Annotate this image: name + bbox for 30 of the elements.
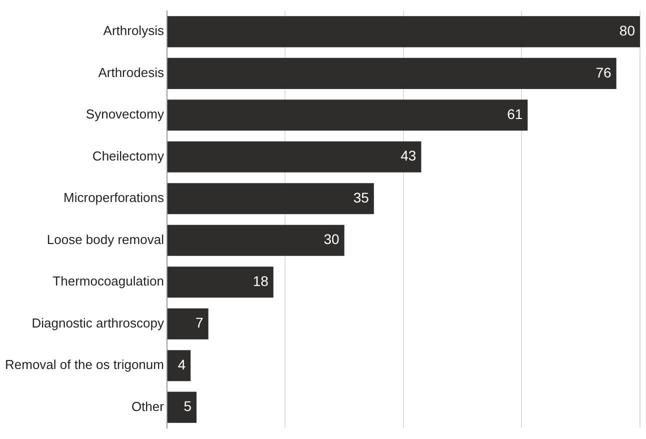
bar <box>167 16 640 48</box>
bar <box>167 100 528 131</box>
data-label: 5 <box>184 398 192 414</box>
y-tick-label: Thermocoagulation <box>52 274 164 289</box>
bar <box>167 266 274 298</box>
y-tick-label: Arthrolysis <box>103 23 164 38</box>
bar <box>167 141 422 172</box>
data-label: 61 <box>507 106 523 122</box>
y-tick-label: Diagnostic arthroscopy <box>32 315 164 330</box>
data-label: 7 <box>196 314 204 331</box>
bar <box>167 350 191 382</box>
y-tick-label: Arthrodesis <box>98 64 164 80</box>
y-tick-label: Loose body removal <box>46 232 164 247</box>
bar <box>167 183 374 214</box>
y-tick-label: Microperforations <box>64 190 164 206</box>
bar <box>167 224 344 256</box>
data-label: 18 <box>252 272 269 289</box>
bar <box>167 58 616 89</box>
data-label: 4 <box>178 356 186 372</box>
y-tick-label: Synovectomy <box>86 106 164 122</box>
y-tick-label: Removal of the os trigonum <box>4 357 164 372</box>
data-label: 76 <box>596 64 612 80</box>
data-label: 43 <box>400 148 416 164</box>
data-label: 80 <box>619 22 636 39</box>
y-tick-label: Other <box>131 398 165 414</box>
y-tick-label: Cheilectomy <box>92 148 164 164</box>
data-label: 30 <box>324 231 340 248</box>
data-label: 35 <box>353 189 370 206</box>
bar <box>167 392 197 423</box>
bar <box>167 308 208 340</box>
